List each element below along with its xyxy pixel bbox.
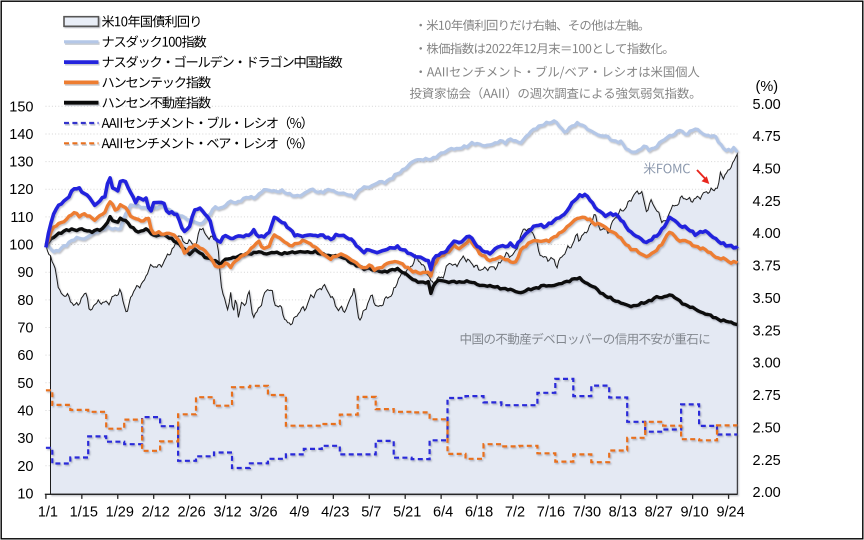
svg-text:(%): (%) <box>756 79 779 95</box>
svg-text:2.75: 2.75 <box>753 388 781 404</box>
svg-text:1/15: 1/15 <box>70 505 98 521</box>
svg-text:2.00: 2.00 <box>753 485 781 501</box>
svg-text:2/26: 2/26 <box>177 505 205 521</box>
svg-text:6/4: 6/4 <box>433 505 453 521</box>
svg-text:110: 110 <box>10 210 33 226</box>
svg-text:20: 20 <box>17 459 33 475</box>
svg-text:5.00: 5.00 <box>753 97 781 113</box>
svg-text:7/2: 7/2 <box>505 505 525 521</box>
svg-text:70: 70 <box>17 321 33 337</box>
svg-text:4.25: 4.25 <box>753 194 781 210</box>
svg-text:2/12: 2/12 <box>142 505 170 521</box>
svg-text:2.25: 2.25 <box>753 453 781 469</box>
svg-text:1/29: 1/29 <box>106 505 134 521</box>
svg-text:3.50: 3.50 <box>753 291 781 307</box>
svg-text:3.25: 3.25 <box>753 323 781 339</box>
svg-text:2.50: 2.50 <box>753 420 781 436</box>
svg-text:7/30: 7/30 <box>573 505 601 521</box>
svg-text:5/21: 5/21 <box>393 505 421 521</box>
svg-text:9/24: 9/24 <box>716 505 744 521</box>
svg-text:8/27: 8/27 <box>645 505 673 521</box>
svg-text:5/7: 5/7 <box>361 505 381 521</box>
svg-text:3.00: 3.00 <box>753 356 781 372</box>
svg-text:8/13: 8/13 <box>609 505 637 521</box>
svg-text:4.75: 4.75 <box>753 129 781 145</box>
svg-text:120: 120 <box>9 182 33 198</box>
svg-text:4.50: 4.50 <box>753 162 781 178</box>
svg-text:140: 140 <box>9 127 33 143</box>
svg-text:6/18: 6/18 <box>465 505 493 521</box>
svg-text:3/12: 3/12 <box>213 505 241 521</box>
svg-text:40: 40 <box>17 403 33 419</box>
svg-text:100: 100 <box>9 238 33 254</box>
svg-text:4/23: 4/23 <box>321 505 349 521</box>
svg-text:150: 150 <box>9 99 33 115</box>
svg-text:50: 50 <box>17 376 33 392</box>
svg-text:60: 60 <box>17 348 33 364</box>
svg-text:90: 90 <box>17 265 33 281</box>
svg-text:7/16: 7/16 <box>537 505 565 521</box>
svg-text:3/26: 3/26 <box>249 505 277 521</box>
svg-text:4/9: 4/9 <box>289 505 309 521</box>
svg-text:9/10: 9/10 <box>680 505 708 521</box>
svg-text:4.00: 4.00 <box>753 226 781 242</box>
svg-text:10: 10 <box>17 486 33 502</box>
svg-text:80: 80 <box>17 293 33 309</box>
svg-text:30: 30 <box>17 431 33 447</box>
svg-text:3.75: 3.75 <box>753 259 781 275</box>
svg-text:130: 130 <box>9 155 33 171</box>
svg-text:1/1: 1/1 <box>38 505 58 521</box>
